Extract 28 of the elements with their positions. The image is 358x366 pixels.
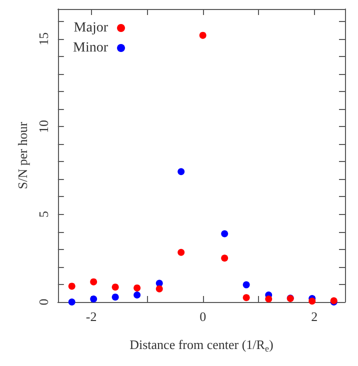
point	[221, 254, 228, 262]
y-tick-label: 10	[36, 120, 51, 134]
point	[90, 296, 98, 303]
point	[242, 281, 250, 288]
legend-label: Minor	[73, 40, 108, 56]
point	[68, 282, 76, 290]
point	[308, 298, 316, 305]
point	[242, 294, 250, 302]
y-tick-label: 0	[36, 298, 51, 306]
x-tick-label: 0	[200, 309, 206, 324]
x-tick-label: 2	[311, 309, 318, 324]
point	[156, 285, 163, 292]
point	[199, 32, 206, 39]
y-axis-title: S/N per hour	[15, 121, 30, 190]
point	[134, 291, 141, 298]
point	[178, 248, 185, 256]
point	[90, 278, 98, 286]
point	[68, 298, 76, 306]
point	[112, 294, 119, 301]
legend-label: Major	[74, 20, 108, 36]
point	[112, 284, 119, 291]
x-tick-label: -2	[86, 309, 97, 324]
y-tick-label: 5	[36, 211, 51, 218]
point	[134, 284, 141, 292]
point	[178, 168, 185, 176]
y-tick-label: 15	[36, 32, 51, 46]
point	[221, 230, 228, 238]
point	[265, 296, 272, 303]
